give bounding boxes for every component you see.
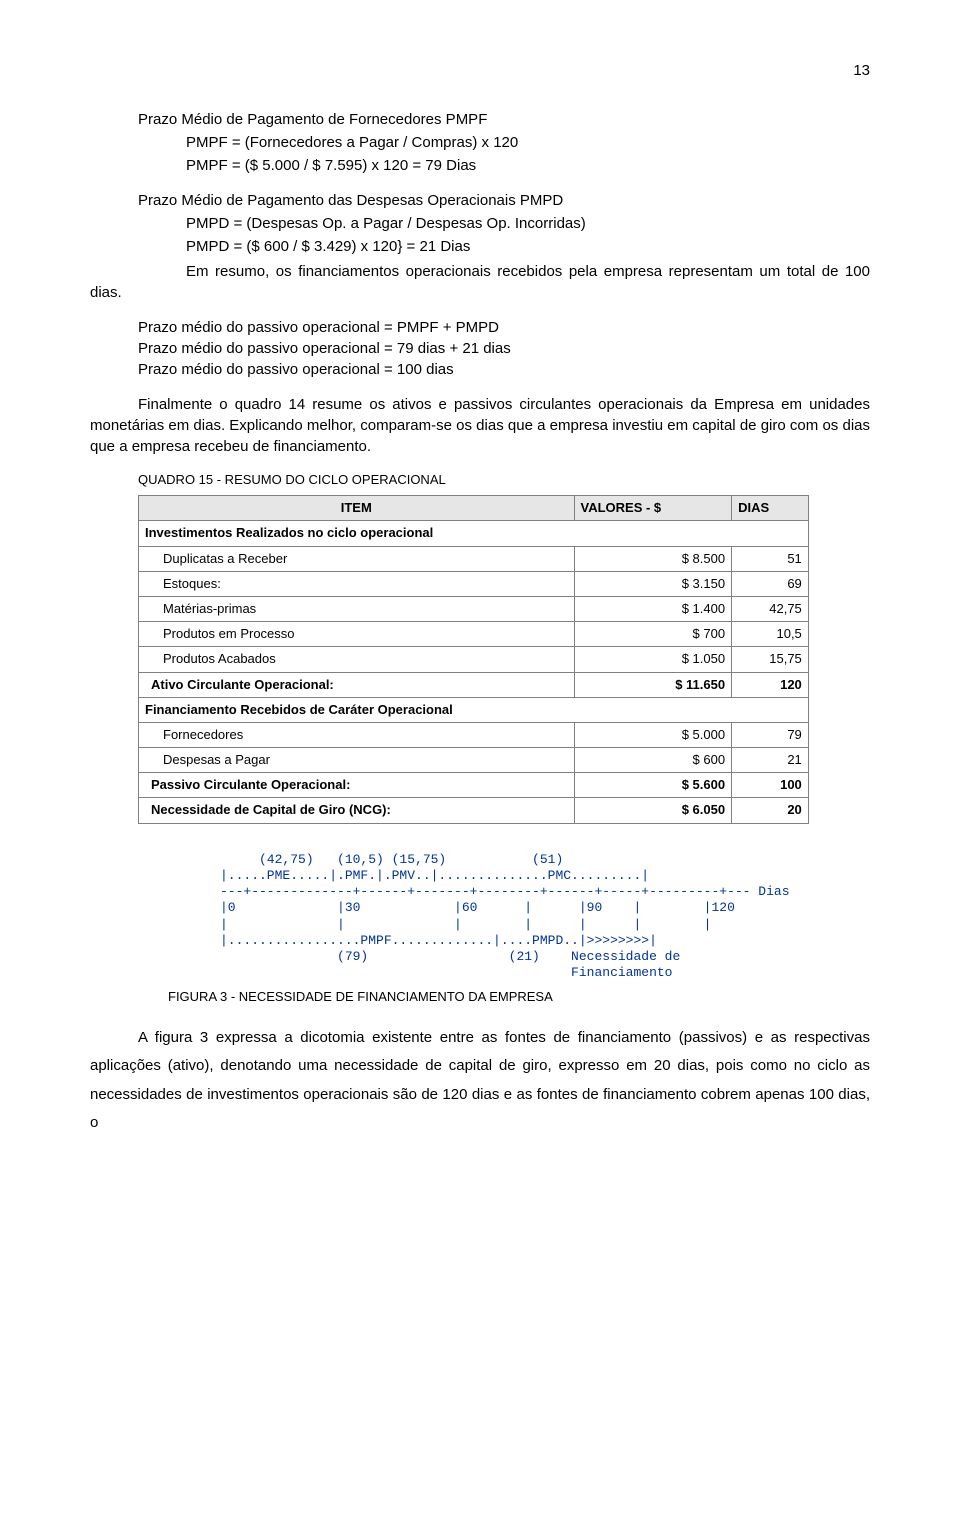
section2-title: Prazo Médio de Pagamento das Despesas Op… — [138, 190, 870, 211]
table-row: Matérias-primas$ 1.40042,75 — [139, 596, 809, 621]
table-days: 100 — [732, 773, 809, 798]
table-item-label: Estoques: — [139, 571, 575, 596]
th-item: ITEM — [139, 496, 575, 521]
table-item-label: Necessidade de Capital de Giro (NCG): — [139, 798, 575, 823]
section1-formula1: PMPF = (Fornecedores a Pagar / Compras) … — [186, 132, 870, 153]
table-item-label: Produtos Acabados — [139, 647, 575, 672]
section2-formula1: PMPD = (Despesas Op. a Pagar / Despesas … — [186, 213, 870, 234]
table-value: $ 5.000 — [574, 722, 732, 747]
table-row: Despesas a Pagar$ 60021 — [139, 748, 809, 773]
table-row: Financiamento Recebidos de Caráter Opera… — [139, 697, 809, 722]
table-caption: QUADRO 15 - RESUMO DO CICLO OPERACIONAL — [138, 471, 870, 489]
table-row: Passivo Circulante Operacional:$ 5.60010… — [139, 773, 809, 798]
table-row: Necessidade de Capital de Giro (NCG):$ 6… — [139, 798, 809, 823]
table-item-label: Duplicatas a Receber — [139, 546, 575, 571]
table-value: $ 1.050 — [574, 647, 732, 672]
para1-text: Em resumo, os financiamentos operacionai… — [90, 263, 870, 301]
para3-text: A figura 3 expressa a dicotomia existent… — [90, 1024, 870, 1138]
table-item-label: Fornecedores — [139, 722, 575, 747]
table-value: $ 600 — [574, 748, 732, 773]
table-section-label: Investimentos Realizados no ciclo operac… — [139, 521, 809, 546]
table-section-label: Financiamento Recebidos de Caráter Opera… — [139, 697, 809, 722]
ascii-diagram: (42,75) (10,5) (15,75) (51) |.....PME...… — [220, 852, 870, 982]
table-value: $ 6.050 — [574, 798, 732, 823]
table-value: $ 1.400 — [574, 596, 732, 621]
table-value: $ 700 — [574, 622, 732, 647]
table-row: Estoques:$ 3.15069 — [139, 571, 809, 596]
th-valores: VALORES - $ — [574, 496, 732, 521]
table-value: $ 3.150 — [574, 571, 732, 596]
table-value: $ 11.650 — [574, 672, 732, 697]
calc-line-1: Prazo médio do passivo operacional = PMP… — [138, 317, 870, 338]
page-number: 13 — [90, 60, 870, 81]
table-value: $ 5.600 — [574, 773, 732, 798]
th-dias: DIAS — [732, 496, 809, 521]
figure-caption: FIGURA 3 - NECESSIDADE DE FINANCIAMENTO … — [168, 988, 870, 1006]
table-days: 51 — [732, 546, 809, 571]
para2-text: Finalmente o quadro 14 resume os ativos … — [90, 394, 870, 457]
section2-formula2: PMPD = ($ 600 / $ 3.429) x 120} = 21 Dia… — [186, 236, 870, 257]
table-row: Ativo Circulante Operacional:$ 11.650120 — [139, 672, 809, 697]
table-days: 69 — [732, 571, 809, 596]
table-days: 20 — [732, 798, 809, 823]
table-days: 42,75 — [732, 596, 809, 621]
table-row: Produtos Acabados$ 1.05015,75 — [139, 647, 809, 672]
table-item-label: Matérias-primas — [139, 596, 575, 621]
section1-formula2: PMPF = ($ 5.000 / $ 7.595) x 120 = 79 Di… — [186, 155, 870, 176]
summary-table: ITEM VALORES - $ DIAS Investimentos Real… — [138, 495, 809, 823]
table-item-label: Produtos em Processo — [139, 622, 575, 647]
table-item-label: Despesas a Pagar — [139, 748, 575, 773]
table-days: 120 — [732, 672, 809, 697]
table-row: Produtos em Processo$ 70010,5 — [139, 622, 809, 647]
table-days: 15,75 — [732, 647, 809, 672]
table-item-label: Passivo Circulante Operacional: — [139, 773, 575, 798]
section1-title: Prazo Médio de Pagamento de Fornecedores… — [138, 109, 870, 130]
table-item-label: Ativo Circulante Operacional: — [139, 672, 575, 697]
table-row: Duplicatas a Receber$ 8.50051 — [139, 546, 809, 571]
calc-line-2: Prazo médio do passivo operacional = 79 … — [138, 338, 870, 359]
table-row: Investimentos Realizados no ciclo operac… — [139, 521, 809, 546]
table-row: Fornecedores$ 5.00079 — [139, 722, 809, 747]
table-days: 79 — [732, 722, 809, 747]
calc-line-3: Prazo médio do passivo operacional = 100… — [138, 359, 870, 380]
table-value: $ 8.500 — [574, 546, 732, 571]
table-days: 10,5 — [732, 622, 809, 647]
table-days: 21 — [732, 748, 809, 773]
